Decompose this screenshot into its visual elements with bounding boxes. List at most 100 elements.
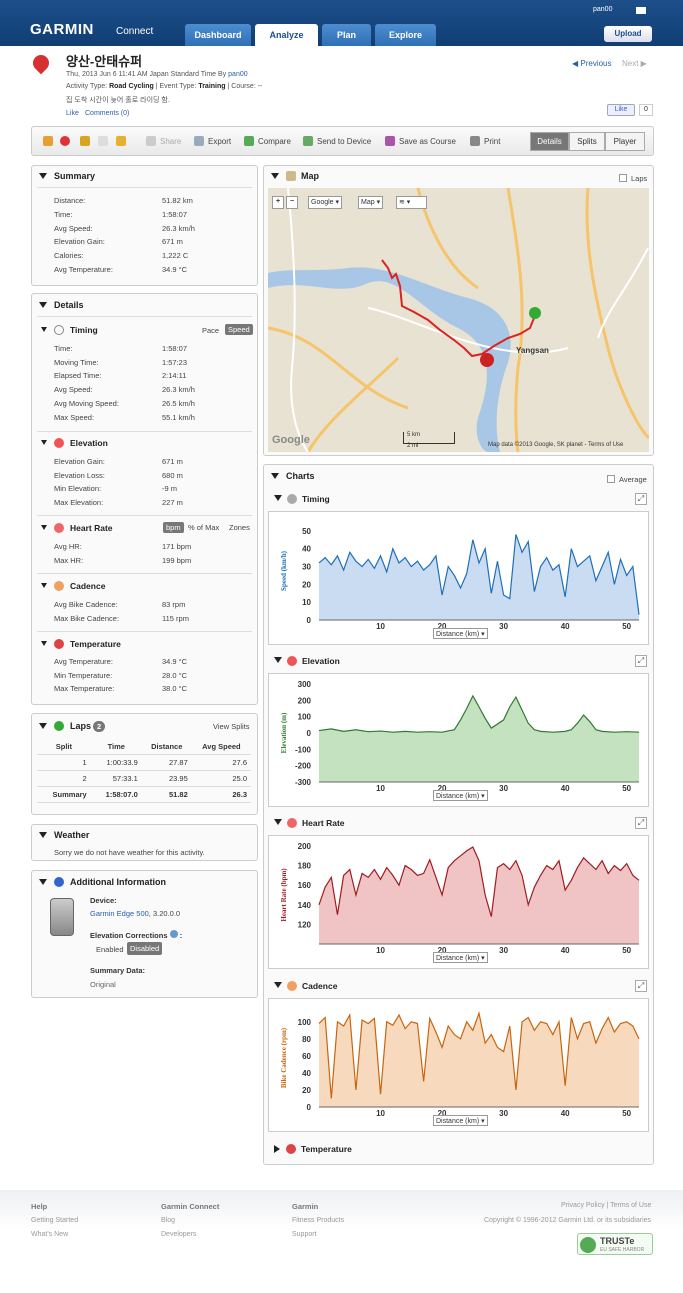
garmin-logo[interactable]: GARMIN bbox=[30, 21, 94, 38]
temperature-collapse-icon[interactable] bbox=[41, 641, 47, 646]
chart-collapse-icon[interactable] bbox=[274, 657, 282, 663]
pace-toggle[interactable]: Pace bbox=[202, 326, 220, 335]
expand-chart-icon[interactable]: ⤢ bbox=[635, 817, 647, 829]
truste-badge[interactable]: TRUSTe EU SAFE HARBOR bbox=[577, 1233, 653, 1255]
chart-collapse-icon[interactable] bbox=[274, 495, 282, 501]
comments-link[interactable]: Comments (0) bbox=[85, 110, 130, 117]
event-type-value[interactable]: Training bbox=[198, 83, 226, 90]
chart-collapse-icon[interactable] bbox=[274, 819, 282, 825]
expand-chart-icon[interactable]: ⤢ bbox=[635, 655, 647, 667]
laps-table-row[interactable]: Summary 1:58:07.0 51.82 26.3 bbox=[37, 786, 251, 803]
tab-analyze[interactable]: Analyze bbox=[255, 24, 318, 46]
bpm-toggle[interactable]: bpm bbox=[163, 522, 184, 533]
favorite-star-icon[interactable] bbox=[98, 136, 108, 146]
x-axis-dropdown[interactable]: Distance (km) ▾ bbox=[433, 628, 488, 639]
lock-icon[interactable] bbox=[80, 136, 90, 146]
like-link[interactable]: Like bbox=[66, 110, 79, 117]
chart-box[interactable]: 0 10 20 30 40 50 10 20 30 40 50 Speed (km/h) Distanc… bbox=[268, 511, 649, 645]
temperature-chart-title[interactable]: Temperature bbox=[301, 1144, 352, 1154]
expand-chart-icon[interactable]: ⤢ bbox=[635, 980, 647, 992]
laps-collapse-icon[interactable] bbox=[39, 723, 47, 729]
col-split[interactable]: Split bbox=[37, 739, 91, 755]
map-collapse-icon[interactable] bbox=[271, 173, 279, 179]
edit-icon[interactable] bbox=[43, 136, 53, 146]
mail-icon[interactable] bbox=[636, 7, 646, 14]
corrections-enabled[interactable]: Enabled bbox=[96, 945, 124, 954]
share-button[interactable]: Share bbox=[160, 137, 182, 146]
chart-title[interactable]: Timing bbox=[302, 494, 330, 504]
col-time[interactable]: Time bbox=[90, 739, 142, 755]
route-line[interactable] bbox=[381, 259, 535, 358]
average-checkbox[interactable] bbox=[607, 475, 615, 483]
send-to-device-button[interactable]: Send to Device bbox=[317, 137, 372, 146]
percent-max-toggle[interactable]: % of Max bbox=[188, 523, 220, 532]
speed-toggle[interactable]: Speed bbox=[225, 324, 253, 335]
timing-collapse-icon[interactable] bbox=[41, 327, 47, 332]
view-splits-button[interactable]: Splits bbox=[569, 132, 605, 151]
start-marker-icon[interactable] bbox=[529, 307, 541, 319]
compare-button[interactable]: Compare bbox=[258, 137, 291, 146]
delete-icon[interactable] bbox=[60, 136, 70, 146]
google-logo[interactable]: Google bbox=[272, 434, 310, 446]
charts-collapse-icon[interactable] bbox=[271, 473, 279, 479]
additional-collapse-icon[interactable] bbox=[39, 879, 47, 885]
save-as-course-button[interactable]: Save as Course bbox=[399, 137, 456, 146]
weather-collapse-icon[interactable] bbox=[39, 832, 47, 838]
x-axis-dropdown[interactable]: Distance (km) ▾ bbox=[433, 952, 488, 963]
laps-table-row[interactable]: 1 1:00:33.9 27.87 27.6 bbox=[37, 754, 251, 771]
map-attribution[interactable]: Map data ©2013 Google, SK planet - Terms… bbox=[488, 442, 624, 448]
activity-description[interactable]: 집 도착 시간이 늦어 홀로 라이딩 함. bbox=[66, 97, 170, 104]
next-link[interactable]: Next ▶ bbox=[622, 59, 647, 68]
heart-rate-collapse-icon[interactable] bbox=[41, 525, 47, 530]
view-splits-link[interactable]: View Splits bbox=[213, 722, 250, 731]
user-menu[interactable]: pan00 bbox=[593, 6, 613, 13]
footer-whats-new[interactable]: What's New bbox=[31, 1231, 69, 1238]
footer-developers[interactable]: Developers bbox=[161, 1231, 197, 1238]
map-type-dropdown[interactable]: Map ▾ bbox=[358, 196, 384, 209]
chart-collapse-icon[interactable] bbox=[274, 982, 282, 988]
x-axis-dropdown[interactable]: Distance (km) ▾ bbox=[433, 790, 488, 801]
laps-table-row[interactable]: 2 57:33.1 23.95 25.0 bbox=[37, 770, 251, 787]
device-link[interactable]: Garmin Edge 500 bbox=[90, 909, 149, 918]
route-map[interactable]: + − Google ▾ Map ▾ ≋ ▾ Yangsan 5 km 2 mi… bbox=[268, 188, 649, 452]
summary-collapse-icon[interactable] bbox=[39, 173, 47, 179]
chart-series-line[interactable] bbox=[318, 534, 640, 615]
footer-getting-started[interactable]: Getting Started bbox=[31, 1217, 79, 1224]
temperature-title[interactable]: Temperature bbox=[70, 639, 121, 649]
tab-dashboard[interactable]: Dashboard bbox=[185, 24, 251, 46]
zones-toggle[interactable]: Zones bbox=[229, 523, 250, 532]
laps-checkbox[interactable] bbox=[619, 174, 627, 182]
upload-button[interactable]: Upload bbox=[604, 26, 652, 42]
cadence-title[interactable]: Cadence bbox=[70, 581, 106, 591]
export-button[interactable]: Export bbox=[208, 137, 232, 146]
x-axis-dropdown[interactable]: Distance (km) ▾ bbox=[433, 1115, 488, 1126]
footer-fitness-products[interactable]: Fitness Products bbox=[292, 1217, 345, 1224]
badge-icon[interactable] bbox=[116, 136, 126, 146]
elevation-title[interactable]: Elevation bbox=[70, 438, 108, 448]
cadence-collapse-icon[interactable] bbox=[41, 583, 47, 588]
expand-chart-icon[interactable]: ⤢ bbox=[635, 493, 647, 505]
activity-title[interactable]: 양산-안태슈퍼 bbox=[66, 54, 143, 69]
footer-blog[interactable]: Blog bbox=[161, 1217, 176, 1224]
view-player-button[interactable]: Player bbox=[605, 132, 645, 151]
timing-title[interactable]: Timing bbox=[70, 325, 98, 335]
chart-box[interactable]: -300 -200 -100 0 100 200 300 10 20 30 40 50 Elevatio… bbox=[268, 673, 649, 807]
view-details-button[interactable]: Details bbox=[530, 132, 569, 151]
footer-privacy-terms[interactable]: Privacy Policy | Terms of Use bbox=[561, 1202, 652, 1209]
details-collapse-icon[interactable] bbox=[39, 302, 47, 308]
corrections-disabled[interactable]: Disabled bbox=[127, 942, 163, 955]
chart-box[interactable]: 120 140 160 180 200 10 20 30 40 50 Heart Rate (bpm… bbox=[268, 835, 649, 969]
zoom-in-button[interactable]: + bbox=[272, 196, 284, 209]
facebook-like-button[interactable]: Like bbox=[607, 104, 635, 116]
map-provider-dropdown[interactable]: Google ▾ bbox=[308, 196, 343, 209]
col-avg-speed[interactable]: Avg Speed bbox=[191, 739, 251, 755]
chart-box[interactable]: 0 20 40 60 80 100 10 20 30 40 50 Bike Cadence (rpm)… bbox=[268, 998, 649, 1132]
heart-rate-title[interactable]: Heart Rate bbox=[70, 523, 113, 533]
help-icon[interactable] bbox=[169, 930, 178, 938]
connect-logo[interactable]: Connect bbox=[116, 26, 154, 37]
chart-title[interactable]: Heart Rate bbox=[302, 818, 345, 828]
chart-series-line[interactable] bbox=[318, 1011, 640, 1099]
print-button[interactable]: Print bbox=[484, 137, 501, 146]
footer-support[interactable]: Support bbox=[292, 1231, 317, 1238]
chart-series-line[interactable] bbox=[318, 694, 640, 733]
